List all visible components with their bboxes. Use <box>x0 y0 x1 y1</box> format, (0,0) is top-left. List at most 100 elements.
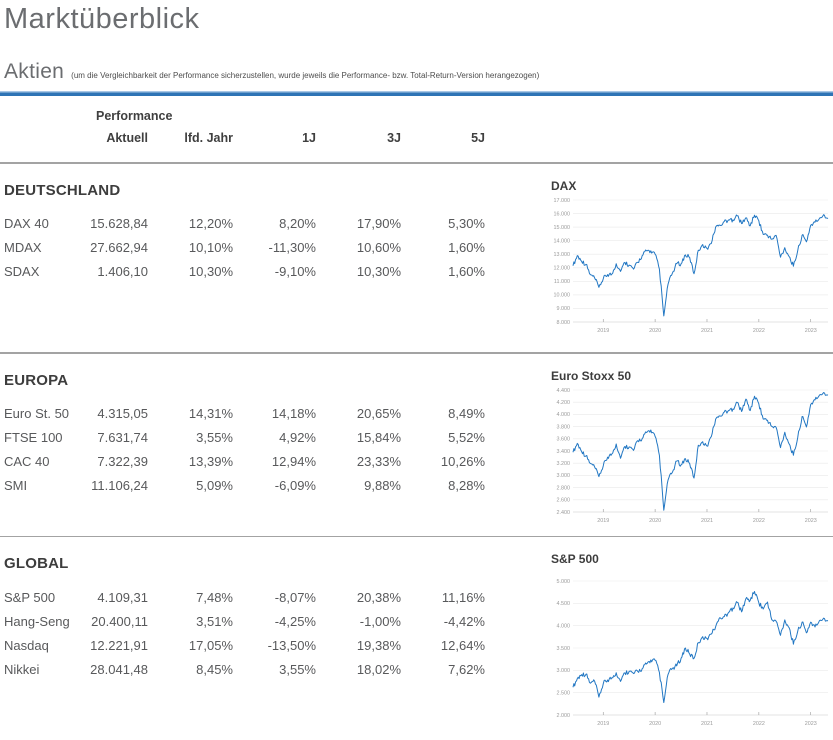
section-deutschland: DEUTSCHLAND DAX 40 15.628,84 12,20% 8,20% 17… <box>0 164 833 353</box>
svg-text:2021: 2021 <box>701 328 713 334</box>
index-value: 5,30% <box>448 216 485 231</box>
index-value: -8,07% <box>274 589 316 605</box>
section-title: Aktien <box>4 60 65 83</box>
index-value: 11,16% <box>441 589 485 605</box>
svg-text:2.500: 2.500 <box>557 690 571 696</box>
section-note: (um die Vergleichbarkeit der Performance… <box>71 71 540 80</box>
svg-text:2020: 2020 <box>649 721 661 727</box>
section-header: EUROPA <box>4 371 69 389</box>
dax-chart: 17.000 16.000 15.000 14.000 13.000 12.000 11.0… <box>545 194 833 340</box>
index-value: 11.106,24 <box>91 478 148 493</box>
index-name: Euro St. 50 <box>4 406 70 421</box>
column-header-lfd-jahr: lfd. Jahr <box>184 131 233 145</box>
performance-group-header: Performance <box>96 109 173 123</box>
index-value: 12,94% <box>271 454 316 469</box>
index-value: 23,33% <box>356 454 401 469</box>
column-header-3j: 3J <box>387 131 401 145</box>
index-value: -4,25% <box>274 613 316 629</box>
index-name: SMI <box>4 478 28 493</box>
table-row: Hang-Seng 20.400,11 3,51% -4,25% -1,00% -4,42… <box>4 609 545 633</box>
index-value: 17,05% <box>188 637 233 653</box>
table-row: S&P 500 4.109,31 7,48% -8,07% 20,38% 11,16% <box>4 585 545 609</box>
svg-text:2022: 2022 <box>753 721 765 727</box>
index-value: 19,38% <box>356 637 401 653</box>
svg-text:2020: 2020 <box>649 518 661 524</box>
index-value: 3,55% <box>196 430 233 445</box>
page-title: Marktüberblick <box>4 3 200 35</box>
euro-stoxx-50-chart-svg: 4.400 4.200 4.000 3.800 3.600 3.400 3.200 3.000… <box>557 387 829 524</box>
index-name: Nasdaq <box>4 637 49 653</box>
index-name: DAX 40 <box>4 216 49 231</box>
svg-text:3.000: 3.000 <box>557 473 571 479</box>
chart-title-sp500: S&P 500 <box>551 552 599 566</box>
index-value: 10,60% <box>356 240 401 255</box>
table-rows-global: S&P 500 4.109,31 7,48% -8,07% 20,38% 11,16% Ha… <box>4 585 545 681</box>
svg-text:3.600: 3.600 <box>557 436 571 442</box>
svg-text:4.000: 4.000 <box>557 412 571 418</box>
index-value: 10,30% <box>188 264 233 279</box>
index-value: 1,60% <box>448 240 485 255</box>
column-header-row: Aktuell lfd. Jahr 1J 3J 5J <box>0 130 833 146</box>
svg-text:2020: 2020 <box>649 328 661 334</box>
section-global: GLOBAL S&P 500 4.109,31 7,48% -8,07% 20,38% 1… <box>0 537 833 740</box>
index-value: 7,48% <box>196 589 233 605</box>
svg-text:4.400: 4.400 <box>557 387 571 393</box>
svg-text:9.000: 9.000 <box>557 306 571 312</box>
svg-text:2022: 2022 <box>753 518 765 524</box>
index-value: 14,31% <box>188 406 233 421</box>
header-divider <box>0 162 833 164</box>
table-row: FTSE 100 7.631,74 3,55% 4,92% 15,84% 5,52% <box>4 426 545 450</box>
column-header-spacer <box>4 130 88 146</box>
table-row: DAX 40 15.628,84 12,20% 8,20% 17,90% 5,30% <box>4 212 545 236</box>
svg-text:4.200: 4.200 <box>557 400 571 406</box>
index-name: SDAX <box>4 264 40 279</box>
svg-text:17.000: 17.000 <box>554 197 571 203</box>
index-value: 17,90% <box>356 216 401 231</box>
sp-500-chart: 5.000 4.500 4.000 3.500 3.000 2.500 2.000 2019 2… <box>545 567 833 733</box>
index-name: Hang-Seng <box>4 613 70 629</box>
chart-title-euro-stoxx: Euro Stoxx 50 <box>551 368 632 383</box>
svg-text:3.400: 3.400 <box>557 448 571 454</box>
index-name: S&P 500 <box>4 589 56 605</box>
table-row: Euro St. 50 4.315,05 14,31% 14,18% 20,65% 8,4… <box>4 402 545 426</box>
index-value: 10,10% <box>188 240 233 255</box>
index-value: 7.322,39 <box>97 454 148 469</box>
table-row: SDAX 1.406,10 10,30% -9,10% 10,30% 1,60% <box>4 260 545 284</box>
index-value: 9,88% <box>364 478 401 493</box>
index-name: Nikkei <box>4 661 40 677</box>
svg-text:2.400: 2.400 <box>557 509 571 515</box>
index-value: 4,92% <box>279 430 316 445</box>
svg-text:11.000: 11.000 <box>554 279 570 285</box>
index-value: 15,84% <box>356 430 401 445</box>
svg-text:13.000: 13.000 <box>554 252 571 258</box>
index-value: 20,38% <box>356 589 401 605</box>
chart-title-dax: DAX <box>551 178 577 193</box>
svg-text:4.500: 4.500 <box>557 601 571 607</box>
index-value: -13,50% <box>267 637 316 653</box>
table-row: CAC 40 7.322,39 13,39% 12,94% 23,33% 10,26% <box>4 450 545 474</box>
index-value: 1,60% <box>448 264 485 279</box>
svg-text:10.000: 10.000 <box>554 292 571 298</box>
index-name: MDAX <box>4 240 42 255</box>
column-header-5j: 5J <box>471 131 485 145</box>
index-name: CAC 40 <box>4 454 50 469</box>
svg-text:2021: 2021 <box>701 721 713 727</box>
index-value: 8,20% <box>279 216 316 231</box>
table-row: Nikkei 28.041,48 8,45% 3,55% 18,02% 7,62% <box>4 657 545 681</box>
index-value: 12.221,91 <box>90 637 148 653</box>
svg-text:2022: 2022 <box>753 328 765 334</box>
column-header-1j: 1J <box>302 131 316 145</box>
index-value: -11,30% <box>268 240 316 255</box>
index-value: 7.631,74 <box>97 430 148 445</box>
section-title-row: Aktien (um die Vergleichbarkeit der Perf… <box>0 60 833 88</box>
table-rows-europa: Euro St. 50 4.315,05 14,31% 14,18% 20,65% 8,4… <box>4 402 545 498</box>
svg-text:12.000: 12.000 <box>554 265 571 271</box>
svg-text:2019: 2019 <box>597 518 609 524</box>
section-divider <box>0 535 833 537</box>
index-value: 28.041,48 <box>90 661 148 677</box>
svg-text:3.800: 3.800 <box>557 424 571 430</box>
index-value: 20.400,11 <box>91 613 148 629</box>
svg-text:3.000: 3.000 <box>557 668 571 674</box>
section-europa: EUROPA Euro St. 50 4.315,05 14,31% 14,18% 20… <box>0 354 833 536</box>
svg-text:16.000: 16.000 <box>554 211 571 217</box>
